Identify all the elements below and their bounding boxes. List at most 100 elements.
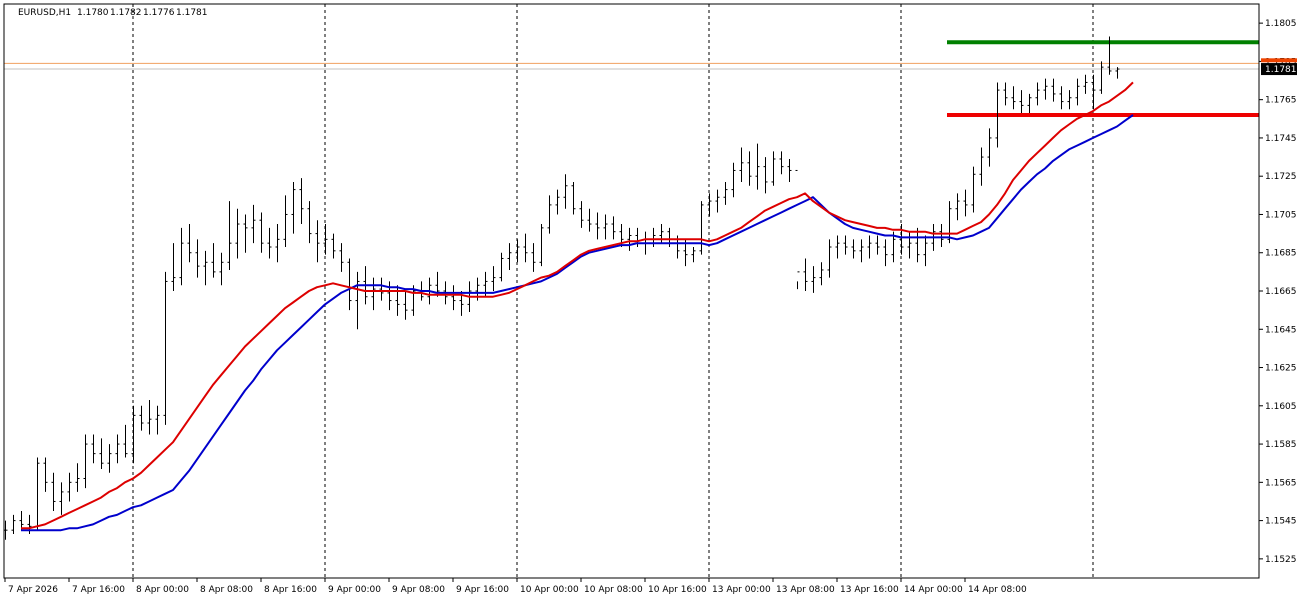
x-tick-label: 10 Apr 16:00 [648,585,707,595]
y-tick-label: 1.1805 [1265,19,1297,29]
ohlc-bar [875,235,880,255]
ohlc-bar [835,235,840,259]
ohlc-bar [379,277,384,301]
ohlc-bar [1051,78,1056,102]
y-tick-label: 1.1645 [1265,325,1297,335]
ask-price-marker [1261,58,1297,63]
ohlc-bar [747,151,752,186]
ohlc-bar [155,405,160,435]
ohlc-bar [187,224,192,263]
ohlc-bar [867,235,872,259]
ohlc-bar [627,227,632,251]
ohlc-bar [963,189,968,217]
ohlc-bar [883,239,888,267]
ohlc-bar [731,162,736,198]
ohlc-bar [1099,61,1104,94]
ohlc-bar [723,181,728,205]
ohlc-bar [1003,82,1008,106]
ohlc-bar [971,166,976,213]
ohlc-bar [523,233,528,263]
y-tick-label: 1.1705 [1265,210,1297,220]
x-tick-label: 14 Apr 08:00 [968,585,1027,595]
x-tick-label: 9 Apr 00:00 [328,585,381,595]
ohlc-bar [131,405,136,464]
y-tick-label: 1.1765 [1265,96,1297,106]
y-tick-label: 1.1725 [1265,172,1297,182]
ohlc-bar [595,212,600,240]
ohlc-bar [147,400,152,435]
x-tick-label: 9 Apr 08:00 [392,585,445,595]
ma-fast-line [21,81,1134,530]
chart-header: EURUSD,H1 1.1780 1.1782 1.1776 1.1781 [18,8,208,18]
ohlc-bar [1043,78,1048,100]
ohlc-bar [491,266,496,291]
y-tick-label: 1.1625 [1265,364,1297,374]
y-tick-label: 1.1605 [1265,402,1297,412]
ohlc-bar [347,258,352,311]
ohlc-bar [715,189,720,213]
ohlc-bar [499,252,504,282]
ohlc-bar [1075,78,1080,106]
ohlc-bar [259,212,264,253]
header-close: 1.1781 [176,8,208,18]
y-tick-label: 1.1545 [1265,517,1297,527]
x-tick-label: 10 Apr 00:00 [520,585,579,595]
ohlc-bar [1011,86,1016,110]
ohlc-bar [19,511,24,531]
ohlc-bar [515,239,520,263]
ohlc-bar [67,472,72,502]
ohlc-bar [1059,86,1064,110]
ohlc-bar [787,158,792,182]
ohlc-bar [587,208,592,232]
price-marker-label: 1.1781 [1265,65,1297,75]
y-tick-label: 1.1525 [1265,555,1297,565]
ohlc-bar [779,151,784,175]
ohlc-bar [1083,74,1088,94]
ohlc-bar [827,239,832,278]
ohlc-bar [171,243,176,291]
ohlc-bar [219,252,224,286]
ohlc-bar [987,128,992,167]
ohlc-bar [1035,82,1040,106]
ohlc-bar [1019,90,1024,114]
ohlc-bar [507,243,512,270]
x-tick-label: 8 Apr 00:00 [136,585,189,595]
x-tick-label: 10 Apr 08:00 [584,585,643,595]
ohlc-bar [947,201,952,244]
ohlc-bar [331,233,336,259]
ohlc-bar [531,243,536,272]
x-tick-label: 13 Apr 16:00 [840,585,899,595]
ohlc-bar [315,220,320,263]
ohlc-bar [771,151,776,186]
ohlc-bar [891,231,896,263]
ohlc-bar [859,239,864,263]
ohlc-bar [283,195,288,247]
ohlc-bar [955,193,960,221]
ohlc-bar [547,195,552,234]
ohlc-bar [211,243,216,278]
ohlc-bar [611,216,616,240]
x-tick-label: 7 Apr 2026 [8,585,58,595]
ma-slow-line [21,114,1134,532]
ohlc-bar [603,214,608,240]
ohlc-bar [811,266,816,293]
ohlc-bar [139,405,144,431]
ohlc-bar [355,271,360,330]
ohlc-bar [91,434,96,464]
ohlc-bar [323,224,328,255]
y-tick-label: 1.1745 [1265,134,1297,144]
y-tick-label: 1.1665 [1265,287,1297,297]
ohlc-bar [299,178,304,225]
header-low: 1.1776 [143,8,175,18]
ohlc-bar [11,514,16,534]
x-tick-label: 14 Apr 00:00 [904,585,963,595]
ohlc-bar [755,143,760,190]
ohlc-bar [1027,93,1032,114]
ohlc-bar [939,224,944,247]
ohlc-bar [763,157,768,194]
ohlc-bar [203,250,208,286]
ohlc-bar [275,224,280,263]
